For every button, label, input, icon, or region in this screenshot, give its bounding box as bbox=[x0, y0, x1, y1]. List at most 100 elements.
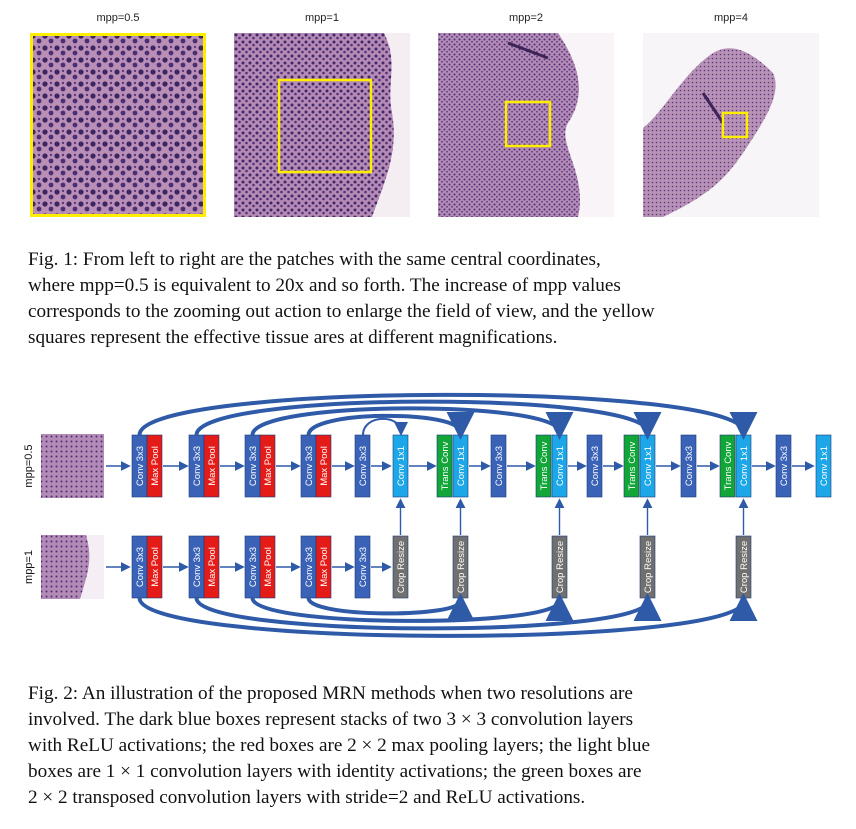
transconv-top-1-label: Trans Conv bbox=[440, 441, 451, 490]
crop-resize-1-label: Crop Resize bbox=[396, 541, 407, 593]
conv33-top-3-label: Conv 3x3 bbox=[248, 446, 259, 486]
conv33-top-dec-1: Conv 3x3 bbox=[490, 434, 507, 498]
transconv-top-1-box bbox=[436, 434, 453, 498]
skip-bottom-2 bbox=[250, 593, 574, 623]
maxpool-bottom-2-box bbox=[203, 535, 220, 599]
maxpool-bottom-4-box bbox=[315, 535, 332, 599]
conv33-top-2: Conv 3x3 bbox=[188, 434, 205, 498]
caption-line: boxes are 1 × 1 convolution layers with … bbox=[28, 761, 642, 782]
skip-bottom-3 bbox=[194, 593, 662, 631]
tissue-patch-mpp1 bbox=[234, 33, 410, 217]
maxpool-top-2-box bbox=[203, 434, 220, 498]
yellow-square-mpp1 bbox=[277, 78, 373, 174]
patch-label-mpp2: mpp=2 bbox=[509, 12, 543, 24]
crop-resize-3-label: Crop Resize bbox=[555, 541, 566, 593]
caption-line: with ReLU activations; the red boxes are… bbox=[28, 735, 651, 756]
conv11-top-2-label: Conv 1x1 bbox=[555, 446, 566, 486]
patch-label-mpp4: mpp=4 bbox=[714, 12, 748, 24]
transconv-top-3-label: Trans Conv bbox=[627, 441, 638, 490]
conv33-bottom-bottleneck-box bbox=[354, 535, 371, 599]
maxpool-top-3-box bbox=[259, 434, 276, 498]
maxpool-top-4-box bbox=[315, 434, 332, 498]
caption-line: involved. The dark blue boxes represent … bbox=[28, 709, 634, 730]
crop-resize-5: Crop Resize bbox=[735, 535, 752, 599]
maxpool-bottom-1-label: Max Pool bbox=[150, 547, 161, 587]
maxpool-bottom-2-label: Max Pool bbox=[207, 547, 218, 587]
row-label-mpp1: mpp=1 bbox=[23, 550, 35, 584]
caption-line: Fig. 2: An illustration of the proposed … bbox=[28, 683, 633, 704]
conv33-top-dec-3-label: Conv 3x3 bbox=[684, 446, 695, 486]
skip-top-4 bbox=[137, 392, 758, 440]
conv11-top-1-label: Conv 1x1 bbox=[456, 446, 467, 486]
caption-line: squares represent the effective tissue a… bbox=[28, 327, 558, 348]
skip-top-1 bbox=[306, 411, 475, 440]
transconv-top-3: Trans Conv bbox=[623, 434, 640, 498]
patch-label-mpp1: mpp=1 bbox=[305, 12, 339, 24]
conv11-top-3: Conv 1x1 bbox=[639, 434, 656, 498]
conv33-top-4: Conv 3x3 bbox=[300, 434, 317, 498]
caption-line: corresponds to the zooming out action to… bbox=[28, 301, 655, 322]
tissue-patch-mpp05 bbox=[30, 33, 206, 217]
crop-resize-2-label: Crop Resize bbox=[456, 541, 467, 593]
figure-2-caption: Fig. 2: An illustration of the proposed … bbox=[28, 681, 828, 811]
input-patch-background bbox=[80, 535, 104, 599]
conv33-top-dec-4-box bbox=[775, 434, 792, 498]
conv33-top-dec-1-box bbox=[490, 434, 507, 498]
crop-resize-1: Crop Resize bbox=[392, 535, 409, 599]
crop-resize-4: Crop Resize bbox=[639, 535, 656, 599]
conv11-output-label: Conv 1x1 bbox=[819, 446, 830, 486]
skip-bottom-4 bbox=[137, 593, 758, 638]
mrn-architecture-diagram: mpp=0.5 mpp=1 Conv 3x3 Max Pool Conv 3x3 Max … bbox=[23, 392, 832, 638]
conv33-top-bottleneck: Conv 3x3 bbox=[354, 434, 371, 498]
maxpool-top-4-label: Max Pool bbox=[319, 446, 330, 486]
conv33-top-2-label: Conv 3x3 bbox=[192, 446, 203, 486]
patch-label-mpp05: mpp=0.5 bbox=[96, 12, 140, 24]
conv11-output-box bbox=[815, 434, 832, 498]
conv33-top-dec-3: Conv 3x3 bbox=[680, 434, 697, 498]
conv11-top-3-label: Conv 1x1 bbox=[643, 446, 654, 486]
conv11-output: Conv 1x1 bbox=[815, 434, 832, 498]
crop-resize-1-box bbox=[392, 535, 409, 599]
figure-1-caption: Fig. 1: From left to right are the patch… bbox=[28, 247, 828, 351]
conv33-top-dec-4-label: Conv 3x3 bbox=[779, 446, 790, 486]
conv33-bottom-1-label: Conv 3x3 bbox=[135, 547, 146, 587]
maxpool-bottom-1: Max Pool bbox=[146, 535, 163, 599]
crop-resize-2: Crop Resize bbox=[452, 535, 469, 599]
caption-line: Fig. 1: From left to right are the patch… bbox=[28, 249, 601, 270]
caption-line: where mpp=0.5 is equivalent to 20x and s… bbox=[28, 275, 621, 296]
conv33-bottom-4: Conv 3x3 bbox=[300, 535, 317, 599]
conv33-bottom-3: Conv 3x3 bbox=[244, 535, 261, 599]
conv11-top-1: Conv 1x1 bbox=[452, 434, 469, 498]
crop-resize-5-label: Crop Resize bbox=[739, 541, 750, 593]
maxpool-bottom-3-label: Max Pool bbox=[263, 547, 274, 587]
tissue-patch-mpp4 bbox=[643, 33, 819, 217]
skip-top-2 bbox=[250, 406, 574, 440]
conv33-bottom-3-label: Conv 3x3 bbox=[248, 547, 259, 587]
transconv-top-1: Trans Conv bbox=[436, 434, 453, 498]
tissue-patch-mpp2 bbox=[438, 33, 614, 217]
transconv-top-4-box bbox=[719, 434, 736, 498]
conv33-bottom-1: Conv 3x3 bbox=[131, 535, 148, 599]
conv11-top-4-label: Conv 1x1 bbox=[739, 446, 750, 486]
conv33-bottom-4-label: Conv 3x3 bbox=[304, 547, 315, 587]
input-patch-mpp05 bbox=[41, 434, 104, 498]
conv33-top-3: Conv 3x3 bbox=[244, 434, 261, 498]
maxpool-top-1-label: Max Pool bbox=[150, 446, 161, 486]
conv33-top-1: Conv 3x3 bbox=[131, 434, 148, 498]
conv33-top-dec-4: Conv 3x3 bbox=[775, 434, 792, 498]
skip-top-3 bbox=[194, 399, 662, 440]
conv33-top-1-label: Conv 3x3 bbox=[135, 446, 146, 486]
crop-resize-3: Crop Resize bbox=[551, 535, 568, 599]
maxpool-bottom-3: Max Pool bbox=[259, 535, 276, 599]
conv33-bottom-bottleneck: Conv 3x3 bbox=[354, 535, 371, 599]
maxpool-bottom-3-box bbox=[259, 535, 276, 599]
conv33-top-dec-1-label: Conv 3x3 bbox=[494, 446, 505, 486]
conv33-top-dec-3-box bbox=[680, 434, 697, 498]
maxpool-top-3: Max Pool bbox=[259, 434, 276, 498]
transconv-top-3-box bbox=[623, 434, 640, 498]
yellow-square-mpp05 bbox=[30, 33, 206, 217]
yellow-square-mpp4 bbox=[721, 111, 749, 139]
maxpool-bottom-2: Max Pool bbox=[203, 535, 220, 599]
conv11-top-2: Conv 1x1 bbox=[551, 434, 568, 498]
conv11-top-0: Conv 1x1 bbox=[392, 434, 409, 498]
